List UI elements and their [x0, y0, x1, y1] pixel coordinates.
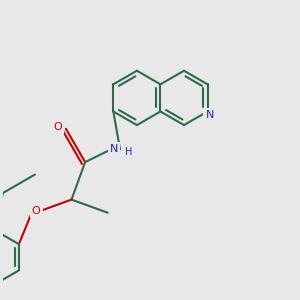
Text: N: N [110, 144, 118, 154]
Text: O: O [53, 122, 62, 131]
Text: O: O [32, 206, 40, 216]
Text: N: N [206, 110, 214, 120]
Text: H: H [124, 147, 132, 157]
